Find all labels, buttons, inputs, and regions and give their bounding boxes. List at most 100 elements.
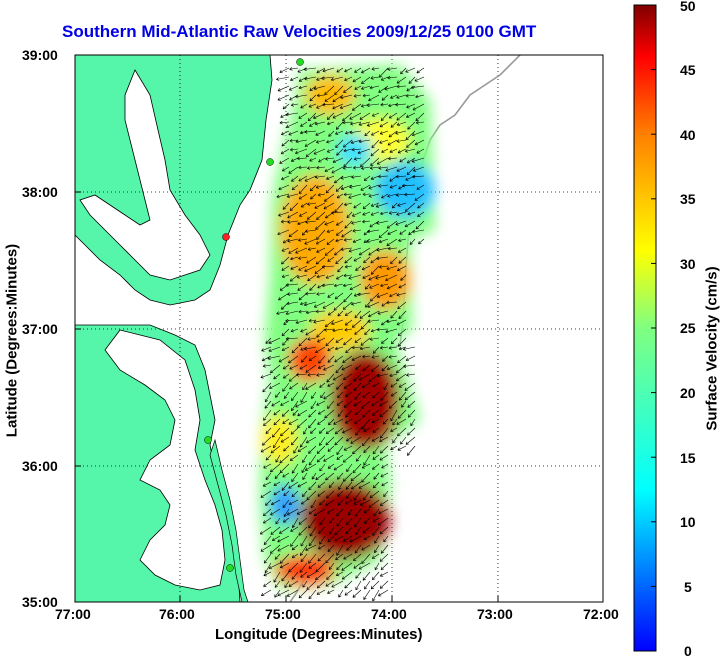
velocity-arrow <box>319 517 326 525</box>
velocity-arrow <box>321 265 335 269</box>
velocity-arrow <box>316 76 326 81</box>
velocity-arrow <box>279 157 290 164</box>
velocity-arrow <box>334 85 344 95</box>
velocity-arrow <box>271 400 281 407</box>
velocity-arrow <box>290 265 299 270</box>
velocity-arrow <box>306 256 317 264</box>
velocity-arrow <box>411 130 425 137</box>
velocity-arrow <box>331 580 344 588</box>
velocity-arrow <box>344 220 353 229</box>
velocity-arrow <box>359 346 371 351</box>
velocity-arrow <box>363 427 371 432</box>
velocity-arrow <box>354 85 362 90</box>
velocity-arrow <box>334 535 344 542</box>
velocity-arrow <box>372 517 380 523</box>
velocity-arrow <box>398 310 407 319</box>
velocity-arrow <box>300 544 308 556</box>
velocity-arrow <box>342 301 353 310</box>
velocity-arrow <box>405 202 416 212</box>
velocity-arrow <box>281 274 290 279</box>
velocity-arrow <box>289 67 299 71</box>
velocity-arrow <box>320 391 326 399</box>
velocity-arrow <box>361 553 371 564</box>
velocity-arrow <box>304 265 317 272</box>
velocity-arrow <box>345 346 353 354</box>
velocity-arrow <box>327 535 335 543</box>
velocity-arrow <box>282 238 290 244</box>
velocity-arrow <box>319 535 326 545</box>
velocity-arrow <box>288 499 299 505</box>
velocity-arrow <box>383 382 389 391</box>
velocity-arrow <box>300 202 308 208</box>
velocity-arrow <box>361 463 371 469</box>
velocity-arrow <box>297 220 308 226</box>
velocity-arrow <box>290 103 299 107</box>
velocity-arrow <box>263 571 272 577</box>
velocity-arrow <box>344 256 353 264</box>
velocity-arrow <box>402 183 416 188</box>
velocity-arrow <box>354 67 362 73</box>
velocity-arrow <box>297 418 308 428</box>
velocity-arrow <box>313 319 326 324</box>
velocity-arrow <box>362 192 371 197</box>
velocity-arrow <box>380 562 389 570</box>
velocity-arrow <box>336 508 344 517</box>
velocity-arrow <box>388 112 398 119</box>
velocity-arrow <box>305 436 317 444</box>
velocity-arrow <box>317 364 326 369</box>
velocity-arrow <box>301 355 308 363</box>
velocity-arrow <box>353 400 362 407</box>
velocity-arrow <box>299 364 308 370</box>
velocity-arrow <box>281 256 290 265</box>
velocity-arrow <box>359 499 371 506</box>
velocity-arrow <box>371 139 380 149</box>
velocity-arrow <box>379 553 389 562</box>
velocity-arrow <box>315 309 326 314</box>
velocity-arrow <box>411 85 425 90</box>
velocity-arrow <box>290 535 299 547</box>
velocity-arrow <box>387 193 398 198</box>
velocity-arrow <box>344 589 353 596</box>
velocity-arrow <box>304 139 317 147</box>
velocity-arrow <box>386 319 398 324</box>
velocity-arrow <box>315 472 326 481</box>
velocity-arrow <box>353 165 362 170</box>
velocity-arrow <box>390 94 398 99</box>
velocity-arrow <box>307 166 317 170</box>
velocity-arrow <box>352 589 362 598</box>
velocity-arrow <box>337 265 344 273</box>
velocity-arrow <box>308 553 317 564</box>
velocity-arrow <box>288 229 299 237</box>
velocity-arrow <box>343 192 353 197</box>
velocity-arrow <box>343 148 353 153</box>
velocity-arrow <box>379 454 389 461</box>
velocity-arrow <box>380 102 389 107</box>
velocity-arrow <box>362 571 371 581</box>
velocity-arrow <box>374 535 380 544</box>
velocity-arrow <box>318 355 326 364</box>
velocity-arrow <box>265 499 272 506</box>
velocity-arrow <box>362 436 371 447</box>
velocity-arrow <box>290 427 299 435</box>
velocity-arrow <box>410 418 416 427</box>
velocity-arrow <box>338 589 344 598</box>
x-tick-label: 72:00 <box>583 606 619 622</box>
velocity-arrow <box>335 256 344 265</box>
velocity-arrow <box>298 265 308 271</box>
velocity-arrow <box>298 517 308 525</box>
velocity-arrow <box>342 120 353 125</box>
velocity-arrow <box>308 418 317 429</box>
velocity-arrow <box>324 319 335 328</box>
velocity-arrow <box>296 274 308 279</box>
velocity-arrow <box>333 301 344 311</box>
velocity-arrow <box>334 346 344 351</box>
velocity-arrow <box>304 76 317 81</box>
velocity-arrow <box>416 67 425 74</box>
velocity-arrow <box>295 400 308 408</box>
velocity-arrow <box>272 427 281 438</box>
velocity-arrow <box>287 211 299 219</box>
velocity-arrow <box>379 526 389 535</box>
velocity-arrow <box>349 283 362 291</box>
velocity-arrow <box>379 580 389 589</box>
velocity-arrow <box>354 310 362 319</box>
